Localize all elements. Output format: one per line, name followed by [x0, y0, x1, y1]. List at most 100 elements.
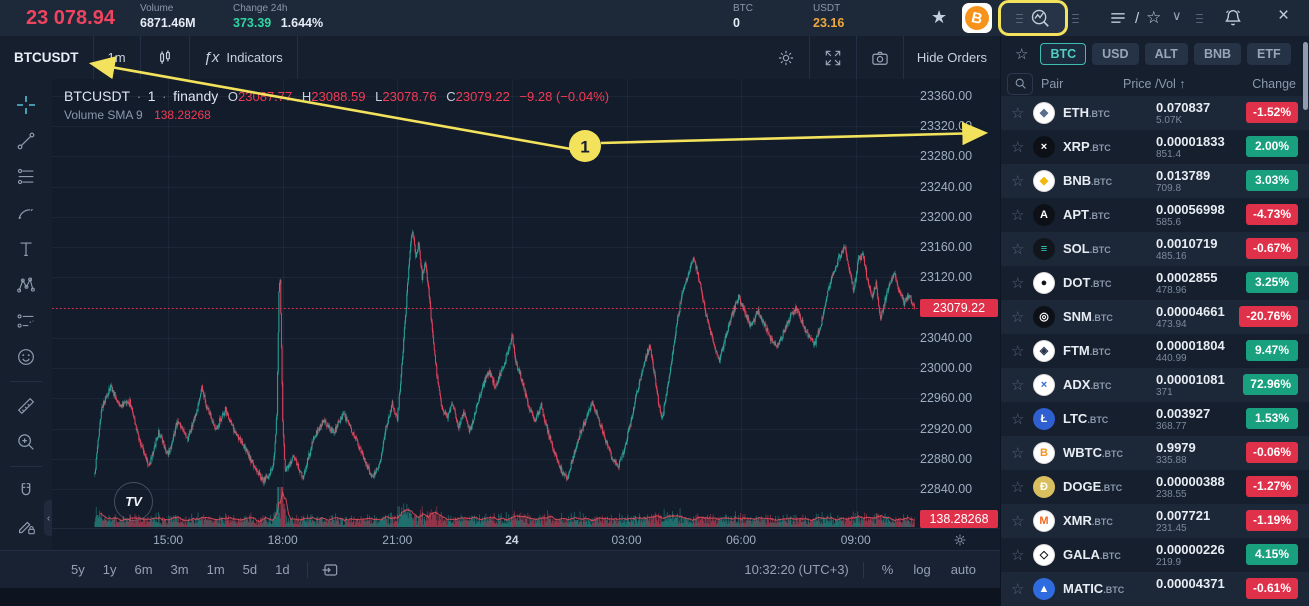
- row-star-icon[interactable]: ☆: [1011, 377, 1025, 394]
- hide-orders-button[interactable]: Hide Orders: [902, 36, 1000, 79]
- column-price-vol[interactable]: Price /Vol ↑: [1123, 76, 1186, 91]
- drawing-lock-mode-tool[interactable]: [0, 509, 52, 545]
- row-star-icon[interactable]: ☆: [1011, 275, 1025, 292]
- drag-grip-icon[interactable]: [1196, 11, 1204, 25]
- row-star-icon[interactable]: ☆: [1011, 445, 1025, 462]
- magnet-tool[interactable]: [0, 473, 52, 509]
- watchlist-row[interactable]: ☆ ◈ FTM.BTC 0.00001804 440.99 9.47%: [1001, 334, 1309, 368]
- text-tool[interactable]: [0, 231, 52, 267]
- column-change[interactable]: Change: [1252, 76, 1296, 91]
- go-to-date-icon[interactable]: [320, 560, 340, 580]
- watchlist-header: Pair Price /Vol ↑ Change: [1001, 71, 1309, 96]
- volume-sma-value: 138.28268: [154, 108, 211, 122]
- watchlist-tab-usd[interactable]: USD: [1092, 43, 1139, 65]
- row-star-icon[interactable]: ☆: [1011, 139, 1025, 156]
- measure-tool[interactable]: [0, 388, 52, 424]
- watchlist-row[interactable]: ☆ A APT.BTC 0.00056998 585.6 -4.73%: [1001, 198, 1309, 232]
- drag-grip-icon[interactable]: [1072, 11, 1080, 25]
- watchlist-row[interactable]: ☆ ▲ MATIC.BTC 0.00004371 -0.61%: [1001, 572, 1309, 606]
- range-3m[interactable]: 3m: [170, 562, 189, 577]
- coin-icon: ≡: [1033, 238, 1055, 260]
- volume-indicator-legend[interactable]: Volume SMA 9 138.28268: [64, 108, 211, 122]
- watchlist-tab-bnb[interactable]: BNB: [1193, 43, 1242, 65]
- favorite-star-icon[interactable]: ★: [931, 7, 948, 27]
- watchlist-row[interactable]: ☆ M XMR.BTC 0.007721 231.45 -1.19%: [1001, 504, 1309, 538]
- row-star-icon[interactable]: ☆: [1011, 411, 1025, 428]
- tradingview-logo[interactable]: TV: [114, 482, 153, 521]
- row-star-icon[interactable]: ☆: [1011, 309, 1025, 326]
- chart-settings-button[interactable]: [763, 36, 809, 79]
- screener-widget-button[interactable]: [1000, 2, 1066, 34]
- range-6m[interactable]: 6m: [134, 562, 153, 577]
- range-5d[interactable]: 5d: [242, 562, 258, 577]
- scale-log[interactable]: log: [913, 562, 931, 577]
- axis-settings-gear-icon[interactable]: [952, 532, 968, 548]
- time-axis[interactable]: 15:00 18:00 21:00 24 03:00 06:00 09:00: [52, 528, 1000, 551]
- chart-style-button[interactable]: [141, 36, 190, 79]
- watchlist-tab-etf[interactable]: ETF: [1247, 43, 1291, 65]
- watchlist-row[interactable]: ☆ ◇ GALA.BTC 0.00000226 219.9 4.15%: [1001, 538, 1309, 572]
- crosshair-tool[interactable]: [0, 87, 52, 123]
- row-star-icon[interactable]: ☆: [1011, 513, 1025, 530]
- row-star-icon[interactable]: ☆: [1011, 479, 1025, 496]
- chart-footer: 5y 1y 6m 3m 1m 5d 1d 10:32:20 (UTC+3) % log auto: [0, 550, 1000, 588]
- row-star-icon[interactable]: ☆: [1011, 241, 1025, 258]
- notifications-bell-icon[interactable]: [1222, 7, 1244, 29]
- toolbar-collapse-handle[interactable]: ‹: [44, 500, 53, 536]
- watchlist-row[interactable]: ☆ ≡ SOL.BTC 0.0010719 485.16 -0.67%: [1001, 232, 1309, 266]
- price-tick: 22920.00: [920, 421, 973, 436]
- brush-tool[interactable]: [0, 195, 52, 231]
- watchlist-tab-btc[interactable]: BTC: [1040, 43, 1087, 65]
- watchlist-scrollbar[interactable]: [1303, 42, 1308, 110]
- row-star-icon[interactable]: ☆: [1011, 173, 1025, 190]
- watchlist-row[interactable]: ☆ × ADX.BTC 0.00001081 371 72.96%: [1001, 368, 1309, 402]
- row-star-icon[interactable]: ☆: [1011, 581, 1025, 598]
- bitcoin-logo[interactable]: B: [962, 3, 992, 33]
- coin-icon: Ł: [1033, 408, 1055, 430]
- fullscreen-button[interactable]: [808, 36, 856, 79]
- row-star-icon[interactable]: ☆: [1011, 207, 1025, 224]
- row-star-icon[interactable]: ☆: [1011, 105, 1025, 122]
- scale-%[interactable]: %: [881, 562, 894, 577]
- symbol-selector[interactable]: BTCUSDT: [0, 36, 94, 79]
- watchlist-row[interactable]: ☆ × XRP.BTC 0.00001833 851.4 2.00%: [1001, 130, 1309, 164]
- row-star-icon[interactable]: ☆: [1011, 343, 1025, 360]
- chart-legend[interactable]: BTCUSDT · 1 · finandy O23087.77 H23088.5…: [64, 88, 610, 104]
- range-5y[interactable]: 5y: [71, 562, 85, 577]
- range-1m[interactable]: 1m: [206, 562, 225, 577]
- watchlist-row[interactable]: ☆ ◎ SNM.BTC 0.00004661 473.94 -20.76%: [1001, 300, 1309, 334]
- indicators-button[interactable]: ƒx Indicators: [190, 36, 297, 79]
- watchlist-row[interactable]: ☆ B WBTC.BTC 0.9979 335.88 -0.06%: [1001, 436, 1309, 470]
- candlestick-chart[interactable]: [52, 79, 1000, 528]
- search-button[interactable]: [1007, 72, 1033, 95]
- time-tick: 03:00: [611, 533, 642, 547]
- watchlist-row[interactable]: ☆ ● DOT.BTC 0.0002855 478.96 3.25%: [1001, 266, 1309, 300]
- price-tick: 22880.00: [920, 451, 973, 466]
- range-1y[interactable]: 1y: [102, 562, 117, 577]
- watchlist-row[interactable]: ☆ Ł LTC.BTC 0.003927 368.77 1.53%: [1001, 402, 1309, 436]
- price-tick: 23000.00: [920, 361, 973, 376]
- forecast-tool[interactable]: [0, 303, 52, 339]
- layout-menu-button[interactable]: / ☆: [1108, 8, 1161, 28]
- watchlist-row[interactable]: ☆ ◆ BNB.BTC 0.013789 709.8 3.03%: [1001, 164, 1309, 198]
- trend-line-tool[interactable]: [0, 123, 52, 159]
- interval-selector[interactable]: 1m: [94, 36, 141, 79]
- fib-retracement-tool[interactable]: [0, 159, 52, 195]
- emoji-tool[interactable]: [0, 339, 52, 375]
- watchlist-tab-alt[interactable]: ALT: [1144, 43, 1188, 65]
- zoom-in-tool[interactable]: [0, 424, 52, 460]
- watchlist-row[interactable]: ☆ Ð DOGE.BTC 0.00000388 238.55 -1.27%: [1001, 470, 1309, 504]
- session-clock[interactable]: 10:32:20 (UTC+3): [744, 562, 849, 577]
- column-pair[interactable]: Pair: [1041, 76, 1064, 91]
- row-star-icon[interactable]: ☆: [1011, 547, 1025, 564]
- close-icon[interactable]: ×: [1278, 5, 1290, 26]
- scale-auto[interactable]: auto: [950, 562, 976, 577]
- chevron-down-icon[interactable]: ∨: [1172, 8, 1182, 23]
- watchlist-row[interactable]: ☆ ◆ ETH.BTC 0.070837 5.07K -1.52%: [1001, 96, 1309, 130]
- favorites-tab-icon[interactable]: ☆: [1015, 46, 1029, 63]
- range-1d[interactable]: 1d: [275, 562, 290, 577]
- bitcoin-logo-icon: B: [962, 3, 992, 33]
- change-badge: -0.61%: [1245, 578, 1298, 599]
- snapshot-button[interactable]: [855, 36, 903, 79]
- pattern-tool[interactable]: [0, 267, 52, 303]
